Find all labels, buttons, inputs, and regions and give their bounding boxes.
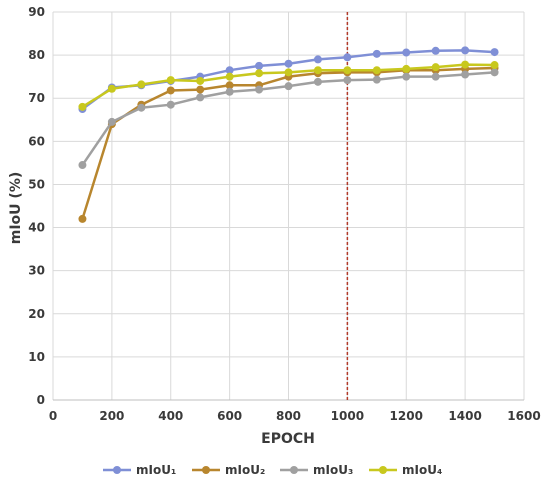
y-tick-label: 90 [28, 5, 45, 19]
legend-item: mIoU₄ [369, 463, 442, 477]
data-point [166, 86, 175, 95]
data-point [461, 46, 470, 55]
data-point [225, 72, 234, 81]
legend-label: mIoU₁ [136, 463, 176, 477]
y-tick-label: 60 [28, 134, 45, 148]
data-point [461, 60, 470, 69]
y-tick-label: 20 [28, 307, 45, 321]
x-tick-label: 1400 [448, 409, 481, 423]
axes: 0 10 20 30 40 50 60 70 80 90 0 200 400 600 800 1000 1200… [28, 5, 540, 423]
legend: mIoU₁ mIoU₂ mIoU₃ mIoU₄ [103, 463, 442, 477]
data-point [343, 76, 352, 85]
data-point [107, 117, 116, 126]
data-point [78, 214, 87, 223]
data-point [225, 87, 234, 96]
data-point [461, 70, 470, 79]
data-point [166, 76, 175, 85]
series-group [78, 46, 499, 223]
data-point [431, 72, 440, 81]
data-point [137, 80, 146, 89]
y-tick-label: 70 [28, 91, 45, 105]
legend-swatch-marker [202, 466, 210, 474]
data-point [225, 66, 234, 75]
data-point [166, 100, 175, 109]
y-tick-label: 50 [28, 177, 45, 191]
x-axis-title: EPOCH [261, 431, 315, 447]
legend-item: mIoU₃ [280, 463, 353, 477]
x-tick-label: 1600 [507, 409, 540, 423]
legend-swatch-marker [113, 466, 121, 474]
data-point [255, 61, 264, 70]
data-point [313, 66, 322, 75]
y-tick-label: 40 [28, 221, 45, 235]
y-tick-label: 0 [37, 393, 45, 407]
data-point [431, 63, 440, 72]
data-point [431, 46, 440, 55]
legend-label: mIoU₃ [313, 463, 353, 477]
data-point [107, 84, 116, 93]
data-point [137, 103, 146, 112]
data-point [255, 69, 264, 78]
data-point [372, 49, 381, 58]
x-tick-label: 1200 [390, 409, 423, 423]
data-point [402, 72, 411, 81]
data-point [196, 76, 205, 85]
data-point [490, 68, 499, 77]
data-point [78, 102, 87, 111]
data-point [343, 66, 352, 75]
legend-label: mIoU₄ [402, 463, 442, 477]
y-tick-label: 80 [28, 48, 45, 62]
legend-item: mIoU₁ [103, 463, 176, 477]
legend-swatch-marker [379, 466, 387, 474]
data-point [490, 61, 499, 70]
data-point [255, 85, 264, 94]
data-point [490, 48, 499, 57]
x-tick-label: 0 [49, 409, 57, 423]
data-point [343, 53, 352, 62]
y-axis-title: mIoU (%) [8, 172, 24, 244]
series-3 [78, 68, 499, 170]
data-point [284, 82, 293, 91]
data-point [402, 64, 411, 73]
legend-item: mIoU₂ [192, 463, 265, 477]
y-tick-label: 30 [28, 264, 45, 278]
data-point [372, 75, 381, 84]
data-point [372, 66, 381, 75]
x-tick-label: 200 [99, 409, 124, 423]
x-tick-label: 1000 [331, 409, 364, 423]
legend-swatch-marker [290, 466, 298, 474]
data-point [402, 48, 411, 57]
data-point [313, 77, 322, 86]
series-4 [78, 60, 499, 111]
grid [52, 11, 525, 401]
data-point [196, 93, 205, 102]
y-tick-label: 10 [28, 350, 45, 364]
legend-label: mIoU₂ [225, 463, 265, 477]
data-point [284, 59, 293, 68]
data-point [225, 81, 234, 90]
data-point [196, 85, 205, 94]
data-point [78, 161, 87, 170]
data-point [284, 68, 293, 77]
x-tick-label: 800 [276, 409, 301, 423]
data-point [313, 55, 322, 64]
x-tick-label: 400 [158, 409, 183, 423]
x-tick-label: 600 [217, 409, 242, 423]
